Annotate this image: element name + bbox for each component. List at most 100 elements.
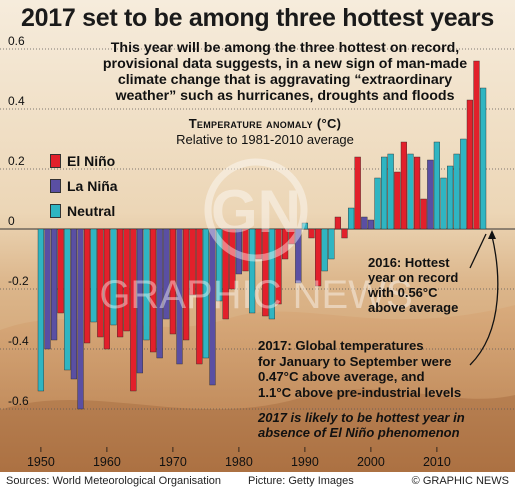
bar-1999 xyxy=(361,216,368,230)
footer-sources: Sources: World Meteorological Organisati… xyxy=(6,475,222,487)
y-tick-label: 0.6 xyxy=(8,34,25,48)
annotation-line: above average xyxy=(368,300,459,315)
y-tick-label: 0 xyxy=(8,214,15,228)
bar-2004 xyxy=(394,171,401,230)
bar-1997 xyxy=(348,207,355,230)
annotation-line: 2017 is likely to be hottest year in xyxy=(258,410,465,425)
bar-1976 xyxy=(209,228,216,386)
watermark-text: GRAPHIC NEWS xyxy=(99,273,412,317)
footer-picture: Picture: Getty Images xyxy=(248,475,354,487)
bar-1992 xyxy=(315,228,322,287)
bar-1970 xyxy=(169,228,177,335)
axis-subtitle: Relative to 1981-2010 average xyxy=(176,132,354,147)
background-dune xyxy=(0,305,515,472)
bar-2011 xyxy=(440,177,447,230)
bar-1966 xyxy=(143,228,150,341)
bar-2012 xyxy=(447,165,454,230)
bar-1989 xyxy=(295,228,302,284)
bar-1981 xyxy=(242,228,249,272)
y-tick-label: -0.4 xyxy=(8,334,29,348)
bar-2017 xyxy=(480,87,487,230)
x-tick-label: 2000 xyxy=(357,455,385,469)
bar-1995 xyxy=(334,216,342,230)
bar-1993 xyxy=(321,228,328,272)
annotation-2017-italic: 2017 is likely to be hottest year in abs… xyxy=(258,410,488,440)
bar-1991 xyxy=(308,228,315,239)
y-tick-label: 0.4 xyxy=(8,94,25,108)
subtitle-line: This year will be among the three hottes… xyxy=(110,40,460,56)
footer: Sources: World Meteorological Organisati… xyxy=(0,472,515,493)
bar-1990 xyxy=(301,222,309,230)
bar-1958 xyxy=(90,228,97,323)
axis-title-block: Temperature anomaly (°C) Relative to 198… xyxy=(150,116,380,148)
bar-1985 xyxy=(268,228,276,320)
bar-1973 xyxy=(189,228,196,296)
bar-2001 xyxy=(374,177,381,230)
bar-2002 xyxy=(381,156,388,230)
bar-1982 xyxy=(248,228,256,314)
bar-1984 xyxy=(262,228,269,317)
annotation-2016: 2016: Hottest year on record with 0.56°C… xyxy=(368,255,478,315)
annotation-line: 1.1°C above pre-industrial levels xyxy=(258,384,462,400)
subtitle: This year will be among the three hottes… xyxy=(85,40,485,104)
bar-1979 xyxy=(229,228,236,290)
bar-1983 xyxy=(255,228,262,260)
x-tick-label: 1980 xyxy=(225,455,253,469)
subtitle-line: climate change that is aggravating “extr… xyxy=(117,72,453,88)
annotation-line: absence of El Niño phenomenon xyxy=(258,425,460,440)
pointer-2016 xyxy=(469,233,487,269)
bar-1962 xyxy=(116,228,124,338)
bar-2006 xyxy=(407,153,414,230)
legend-swatch-el-nino xyxy=(50,153,61,168)
annotation-2017: 2017: Global temperatures for January to… xyxy=(258,338,470,400)
bar-1959 xyxy=(97,228,104,338)
bar-1994 xyxy=(328,228,335,260)
annotation-line: year on record xyxy=(368,270,459,285)
annotation-line: 0.47°C above average, and xyxy=(258,369,425,384)
watermark: GN GRAPHIC NEWS xyxy=(99,158,413,317)
page-title: 2017 set to be among three hottest years xyxy=(21,4,494,32)
subtitle-line: provisional data suggests, in a new sign… xyxy=(102,56,468,72)
footer-credit: © GRAPHIC NEWS xyxy=(411,475,509,487)
bar-1963 xyxy=(123,228,130,332)
subtitle-line: weather” such as hurricanes, droughts an… xyxy=(115,88,455,104)
y-tick-label: 0.2 xyxy=(8,154,25,168)
bar-1964 xyxy=(130,228,137,392)
x-tick-label: 1990 xyxy=(291,455,319,469)
bar-1974 xyxy=(196,228,203,365)
bar-1980 xyxy=(235,228,243,275)
bar-1971 xyxy=(176,228,183,365)
bar-2008 xyxy=(420,198,427,230)
bar-1967 xyxy=(149,228,157,353)
bar-2003 xyxy=(387,153,394,230)
bar-2007 xyxy=(414,156,421,230)
watermark-logo-ring xyxy=(204,158,308,262)
bar-1972 xyxy=(182,228,190,341)
bar-1960 xyxy=(103,228,111,350)
legend-item-la-nina: La Niña xyxy=(50,173,118,198)
bar-1957 xyxy=(83,228,91,344)
bar-1961 xyxy=(110,228,117,326)
legend: El Niño La Niña Neutral xyxy=(50,148,118,223)
background-dune-front xyxy=(0,389,515,472)
bar-2000 xyxy=(367,219,375,230)
axis-title: Temperature anomaly (°C) xyxy=(188,116,342,131)
bar-1977 xyxy=(215,228,223,302)
legend-item-neutral: Neutral xyxy=(50,198,118,223)
watermark-logo: GN xyxy=(211,178,301,245)
legend-label: Neutral xyxy=(67,202,116,219)
annotation-lines xyxy=(469,230,499,366)
legend-label: El Niño xyxy=(67,152,116,169)
bar-1955 xyxy=(70,228,78,380)
bar-1953 xyxy=(57,228,64,314)
annotation-line: for January to September were xyxy=(258,353,452,369)
bar-1950 xyxy=(37,228,45,392)
legend-item-el-nino: El Niño xyxy=(50,148,118,173)
bar-1951 xyxy=(44,228,51,350)
x-tick-label: 1960 xyxy=(93,455,121,469)
pointer-2017-arrowhead xyxy=(488,230,496,239)
annotation-line: 2017: Global temperatures xyxy=(258,338,424,353)
bar-1978 xyxy=(222,228,229,320)
